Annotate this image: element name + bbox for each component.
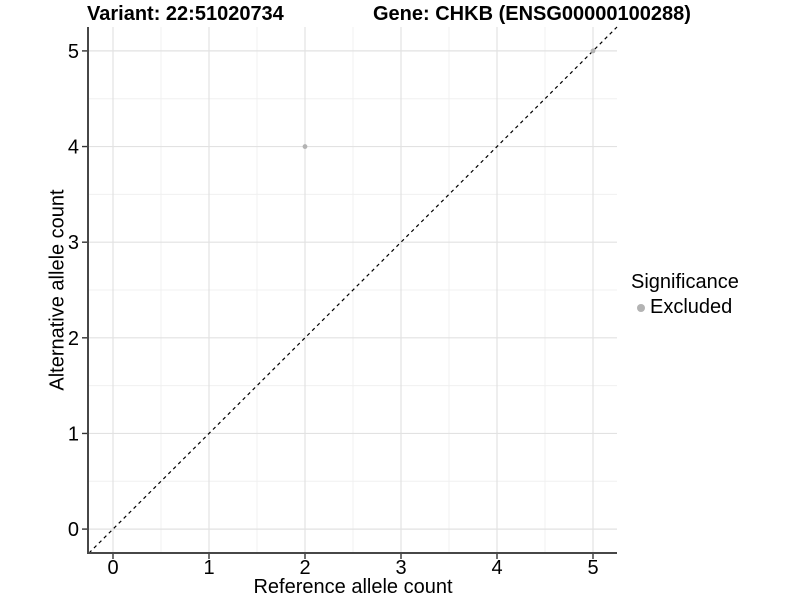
y-axis-title: Alternative allele count bbox=[46, 189, 69, 391]
y-tick-label: 1 bbox=[68, 423, 79, 445]
x-tick-label: 0 bbox=[107, 557, 118, 579]
legend-item-excluded: Excluded bbox=[631, 296, 739, 319]
y-tick-label: 2 bbox=[68, 328, 79, 350]
variant-title: Variant: 22:51020734 bbox=[87, 3, 284, 25]
legend: Significance Excluded bbox=[631, 271, 739, 319]
data-point bbox=[302, 144, 308, 149]
y-tick-label: 0 bbox=[68, 519, 79, 541]
identity-dashed-line bbox=[88, 26, 618, 554]
x-tick-label: 5 bbox=[587, 557, 598, 579]
legend-title: Significance bbox=[631, 271, 739, 293]
x-axis-title: Reference allele count bbox=[253, 576, 453, 598]
x-tick-label: 1 bbox=[203, 557, 214, 579]
x-tick-label: 4 bbox=[491, 557, 502, 579]
excluded-point-swatch-icon bbox=[637, 304, 645, 312]
x-tick-label: 3 bbox=[395, 557, 406, 579]
x-tick-label: 2 bbox=[299, 557, 310, 579]
data-point bbox=[590, 48, 596, 54]
legend-item-label: Excluded bbox=[650, 296, 733, 318]
y-tick-label: 3 bbox=[68, 232, 79, 254]
gene-title: Gene: CHKB (ENSG00000100288) bbox=[373, 3, 691, 25]
y-tick-label: 5 bbox=[68, 41, 79, 63]
y-tick-label: 4 bbox=[68, 137, 79, 159]
